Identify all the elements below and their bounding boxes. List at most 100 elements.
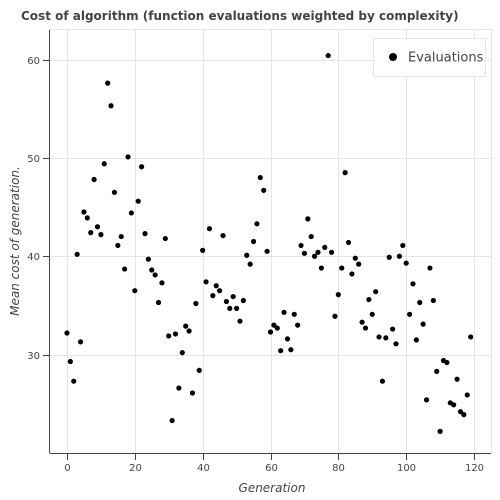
data-point [312, 253, 318, 259]
data-point [274, 325, 280, 331]
data-point [454, 376, 460, 382]
data-point [328, 249, 335, 255]
data-point [335, 292, 341, 298]
data-point [159, 280, 165, 286]
data-point [468, 334, 474, 340]
data-point [390, 326, 396, 332]
data-point [423, 397, 430, 403]
data-points [64, 52, 474, 434]
x-tick-label: 40 [197, 463, 210, 474]
data-point [193, 300, 199, 307]
data-point [88, 230, 94, 236]
data-point [223, 298, 229, 305]
data-point [122, 266, 128, 272]
data-point [71, 378, 77, 384]
data-point [200, 247, 206, 253]
data-point [186, 328, 192, 334]
legend-marker [389, 53, 397, 61]
data-point [430, 297, 436, 304]
data-point [213, 283, 219, 289]
data-point [67, 358, 73, 365]
data-point [166, 333, 172, 339]
y-tick-label: 50 [27, 154, 40, 165]
data-point [315, 249, 321, 255]
data-point [152, 272, 158, 278]
data-point [125, 154, 131, 160]
data-point [410, 281, 416, 287]
data-point [91, 176, 97, 183]
data-point [349, 271, 355, 277]
data-point [247, 261, 253, 267]
y-tick-label: 40 [27, 252, 40, 263]
data-point [135, 198, 141, 204]
x-tick-label: 100 [397, 463, 416, 474]
data-point [172, 331, 179, 337]
data-point [281, 309, 287, 315]
data-point [318, 265, 324, 271]
data-point [227, 305, 233, 311]
data-point [264, 248, 270, 254]
data-point [183, 323, 189, 329]
data-point [169, 417, 175, 424]
data-point [271, 322, 277, 328]
x-tick-label: 120 [465, 463, 484, 474]
data-point [81, 209, 87, 215]
data-point [196, 367, 202, 373]
data-point [206, 226, 213, 232]
data-point [413, 337, 419, 343]
data-point [352, 255, 358, 261]
data-point [383, 335, 389, 341]
grid-lines [50, 30, 491, 453]
data-point [149, 267, 155, 273]
data-point [457, 409, 464, 415]
data-point [220, 232, 226, 239]
data-point [362, 325, 369, 331]
data-point [437, 428, 443, 434]
x-tick-label: 20 [129, 463, 142, 474]
data-point [298, 242, 304, 249]
data-point [84, 215, 90, 221]
data-point [230, 293, 236, 300]
data-point [118, 233, 124, 240]
data-point [250, 238, 257, 245]
data-point [115, 242, 121, 249]
data-point [179, 350, 185, 356]
data-point [305, 216, 311, 222]
data-point [254, 221, 260, 227]
x-tick-label: 60 [265, 463, 278, 474]
data-point [403, 260, 409, 266]
data-point [295, 322, 301, 328]
data-point [288, 347, 294, 353]
data-point [94, 224, 101, 230]
data-point [138, 164, 145, 170]
y-tick-label: 30 [27, 351, 40, 362]
data-point [427, 265, 433, 271]
data-point [332, 313, 338, 319]
data-point [379, 378, 386, 384]
data-point [128, 210, 135, 216]
data-point [339, 265, 345, 271]
x-tick-label: 80 [332, 463, 345, 474]
data-point [400, 242, 406, 249]
data-point [417, 299, 423, 306]
data-point [396, 253, 403, 259]
data-point [233, 305, 240, 311]
data-point [155, 299, 162, 306]
data-point [278, 348, 284, 354]
data-point [393, 341, 399, 347]
data-point [101, 161, 107, 167]
data-point [345, 239, 352, 246]
data-point [237, 318, 243, 324]
data-point [301, 250, 308, 256]
chart-title: Cost of algorithm (function evaluations … [21, 9, 459, 23]
data-point [217, 288, 223, 294]
data-point [267, 329, 274, 335]
data-point [64, 330, 70, 336]
data-point [111, 189, 118, 195]
axes: 0 20 40 60 80 100 120 30 40 50 60 [27, 30, 491, 474]
data-point [210, 293, 216, 299]
legend: Evaluations [373, 38, 486, 77]
data-point [444, 359, 450, 366]
data-point [461, 412, 467, 418]
data-point [203, 279, 209, 285]
